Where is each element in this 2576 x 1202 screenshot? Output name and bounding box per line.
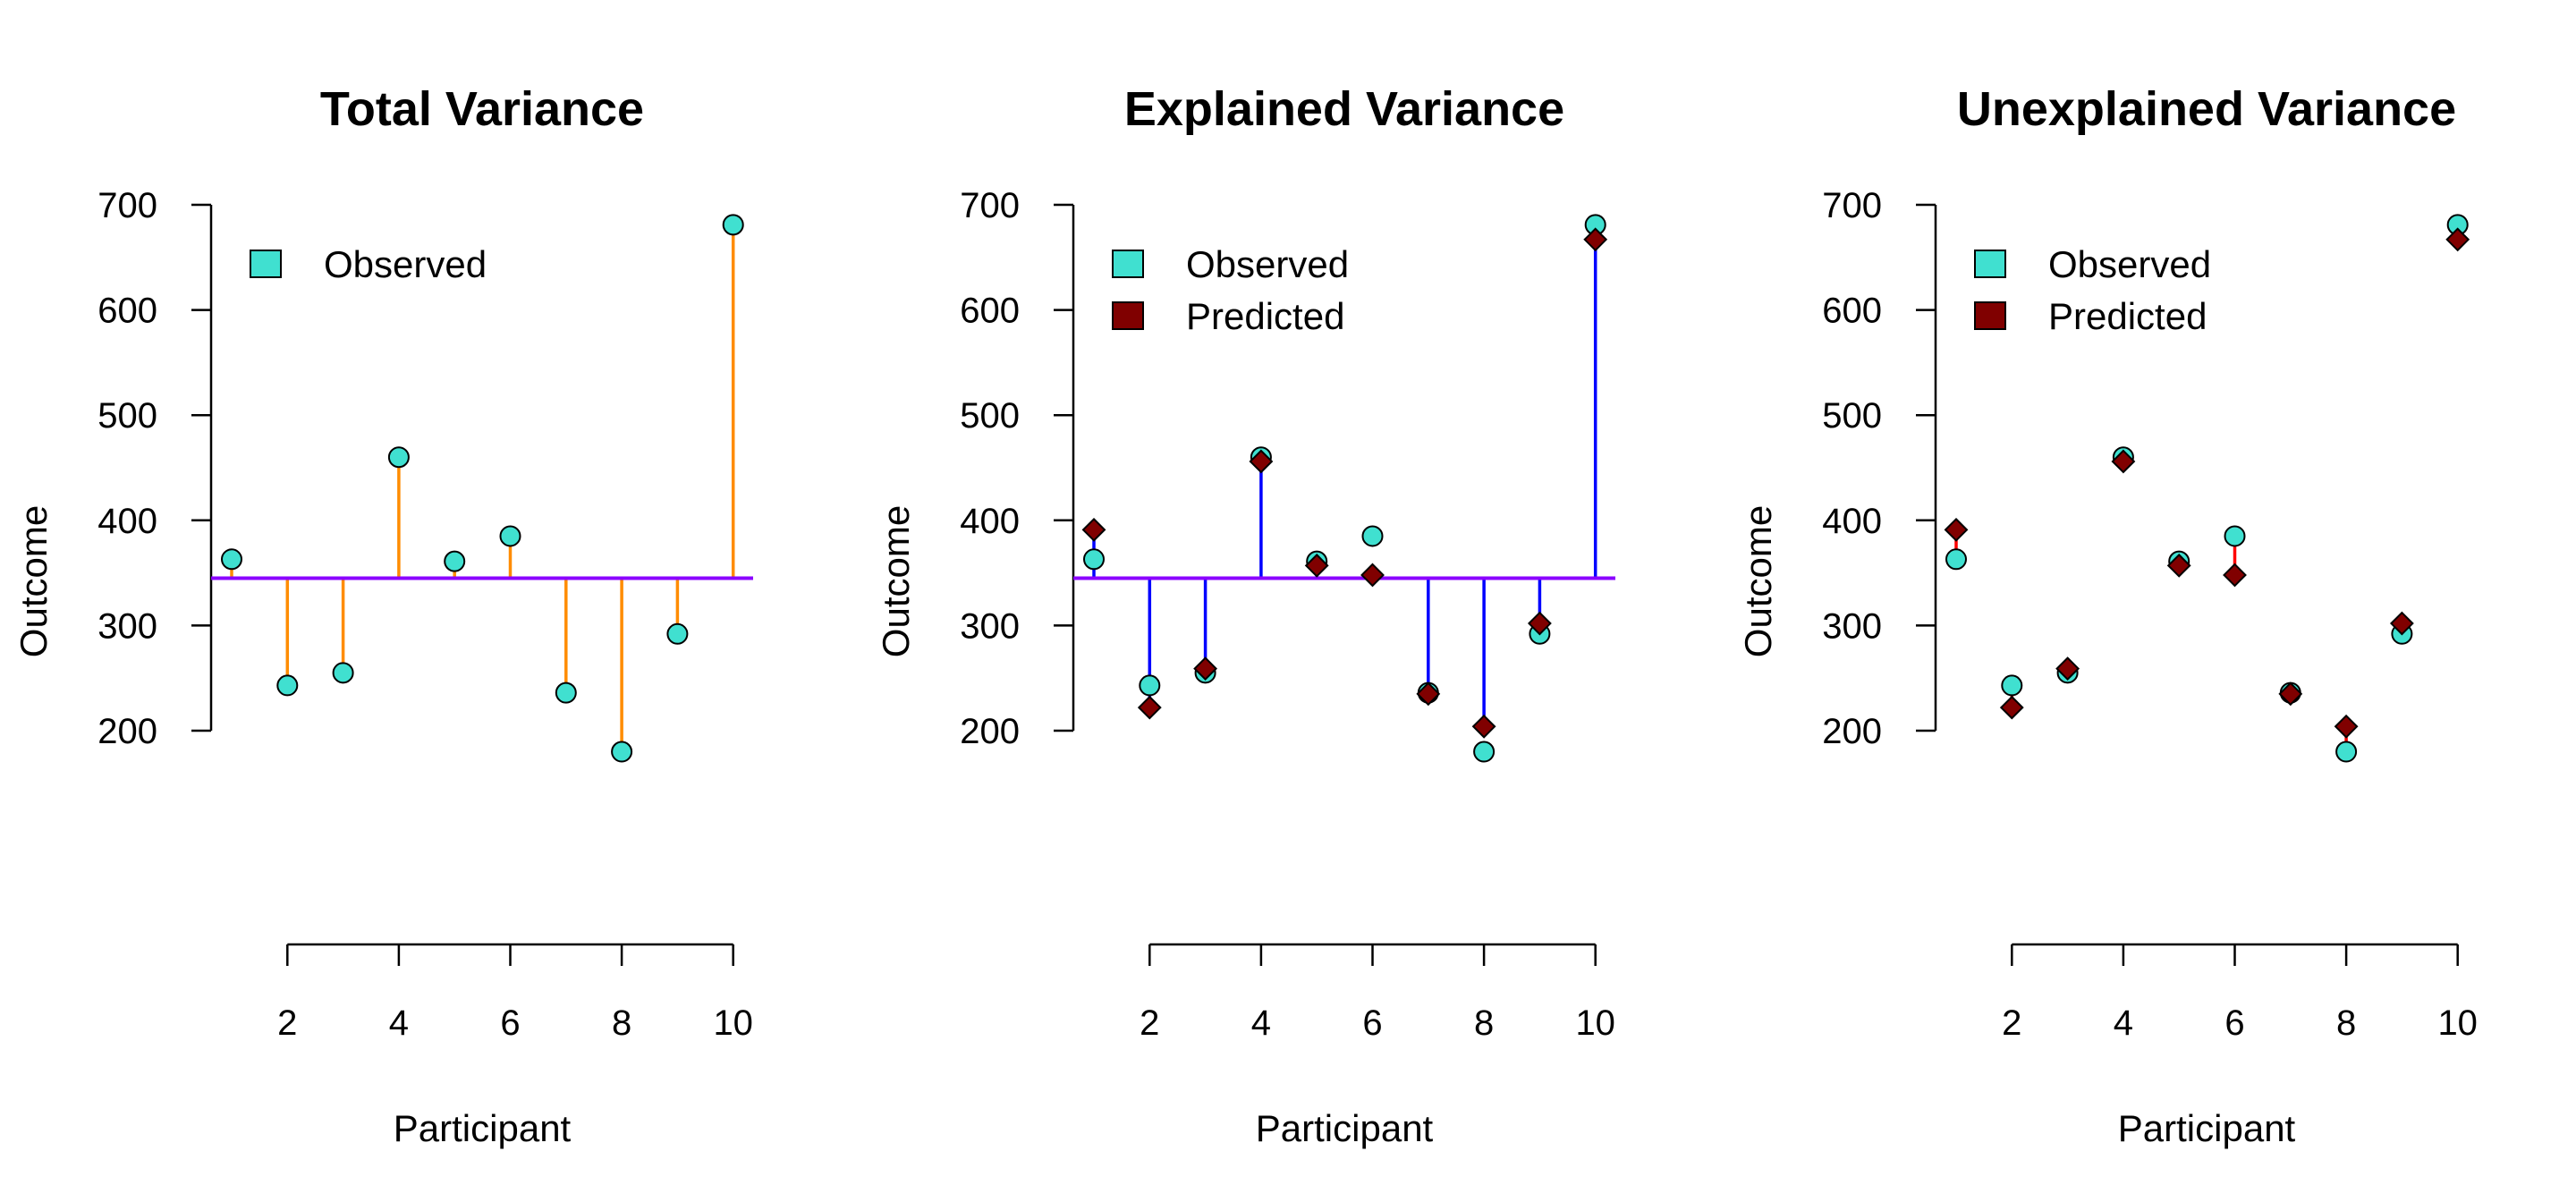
legend-swatch xyxy=(1974,301,2006,330)
x-tick-label: 10 xyxy=(2437,1003,2478,1043)
panel-2: Explained Variance 200 300 400 500 600 700 2 4 6 8… xyxy=(875,82,1615,1149)
predicted-point xyxy=(1944,517,1969,542)
x-axis-label: Participant xyxy=(1256,1107,1434,1149)
observed-point xyxy=(444,550,466,572)
observed-point xyxy=(1361,525,1384,547)
observed-point xyxy=(722,214,744,236)
observed-point xyxy=(1945,548,1967,571)
x-tick-label: 10 xyxy=(1575,1003,1615,1043)
x-axis-label: Participant xyxy=(2118,1107,2296,1149)
x-tick-label: 2 xyxy=(2002,1003,2021,1043)
legend-swatch xyxy=(250,250,282,278)
observed-point xyxy=(387,446,410,469)
y-tick-label: 200 xyxy=(960,712,1020,751)
y-axis-label: Outcome xyxy=(13,505,55,657)
legend-label: Predicted xyxy=(1186,295,1344,337)
y-tick-label: 300 xyxy=(960,606,1020,646)
x-tick-label: 6 xyxy=(2224,1003,2244,1043)
predicted-point xyxy=(1249,449,1274,474)
y-axis-label: Outcome xyxy=(1737,505,1779,657)
observed-point xyxy=(2335,741,2358,763)
predicted-point xyxy=(2445,227,2470,252)
legend-swatch xyxy=(1112,250,1144,278)
y-tick-label: 300 xyxy=(97,606,157,646)
panel-title: Unexplained Variance xyxy=(1957,82,2456,136)
predicted-point xyxy=(1137,695,1162,720)
y-tick-label: 200 xyxy=(1822,712,1882,751)
predicted-point xyxy=(1471,714,1496,739)
observed-point xyxy=(2224,525,2246,547)
y-tick-label: 600 xyxy=(960,292,1020,331)
panel-3: Unexplained Variance 200 300 400 500 600 700 2 4… xyxy=(1737,82,2478,1149)
predicted-point xyxy=(1304,553,1329,578)
y-tick-label: 700 xyxy=(960,186,1020,225)
observed-point xyxy=(2001,674,2023,697)
y-tick-label: 400 xyxy=(960,502,1020,541)
observed-point xyxy=(611,741,633,763)
legend-label: Observed xyxy=(324,243,487,285)
legend-label: Observed xyxy=(1186,243,1349,285)
x-tick-label: 2 xyxy=(1140,1003,1159,1043)
observed-point xyxy=(332,662,354,684)
predicted-point xyxy=(2334,714,2359,739)
observed-point xyxy=(276,674,299,697)
predicted-point xyxy=(2223,563,2247,588)
legend-label: Observed xyxy=(2048,243,2211,285)
observed-point xyxy=(1139,674,1161,697)
observed-point xyxy=(555,681,577,704)
predicted-point xyxy=(1527,611,1552,636)
x-tick-label: 10 xyxy=(713,1003,753,1043)
x-tick-label: 8 xyxy=(612,1003,631,1043)
panel-1: Total Variance 200 300 400 500 600 700 2 4 6 8 10 Pa… xyxy=(13,82,753,1149)
y-tick-label: 300 xyxy=(1822,606,1882,646)
x-axis-label: Participant xyxy=(394,1107,572,1149)
predicted-point xyxy=(1583,227,1608,252)
panel-title: Total Variance xyxy=(320,82,644,136)
observed-point xyxy=(499,525,521,547)
y-tick-label: 500 xyxy=(1822,396,1882,436)
predicted-point xyxy=(1360,563,1385,588)
predicted-point xyxy=(2111,449,2136,474)
panel-title: Explained Variance xyxy=(1124,82,1564,136)
y-axis-label: Outcome xyxy=(875,505,917,657)
x-tick-label: 8 xyxy=(2336,1003,2356,1043)
x-tick-label: 4 xyxy=(2114,1003,2133,1043)
y-tick-label: 400 xyxy=(97,502,157,541)
y-tick-label: 600 xyxy=(97,292,157,331)
legend-label: Predicted xyxy=(2048,295,2207,337)
legend-swatch xyxy=(1112,301,1144,330)
predicted-point xyxy=(2278,681,2303,707)
x-tick-label: 6 xyxy=(500,1003,520,1043)
predicted-point xyxy=(1999,695,2024,720)
y-tick-label: 500 xyxy=(97,396,157,436)
y-tick-label: 500 xyxy=(960,396,1020,436)
x-tick-label: 4 xyxy=(389,1003,409,1043)
x-tick-label: 4 xyxy=(1251,1003,1271,1043)
predicted-point xyxy=(2389,611,2414,636)
observed-point xyxy=(1473,741,1496,763)
predicted-point xyxy=(2166,553,2191,578)
y-tick-label: 600 xyxy=(1822,292,1882,331)
predicted-point xyxy=(1193,656,1218,681)
legend-swatch xyxy=(1974,250,2006,278)
x-tick-label: 8 xyxy=(1474,1003,1494,1043)
y-tick-label: 200 xyxy=(97,712,157,751)
x-tick-label: 6 xyxy=(1362,1003,1382,1043)
observed-point xyxy=(221,548,242,571)
y-tick-label: 700 xyxy=(1822,186,1882,225)
y-tick-label: 700 xyxy=(97,186,157,225)
x-tick-label: 2 xyxy=(277,1003,297,1043)
observed-point xyxy=(666,622,689,645)
predicted-point xyxy=(2055,656,2080,681)
observed-point xyxy=(1083,548,1105,571)
y-tick-label: 400 xyxy=(1822,502,1882,541)
predicted-point xyxy=(1416,681,1441,707)
predicted-point xyxy=(1081,517,1106,542)
